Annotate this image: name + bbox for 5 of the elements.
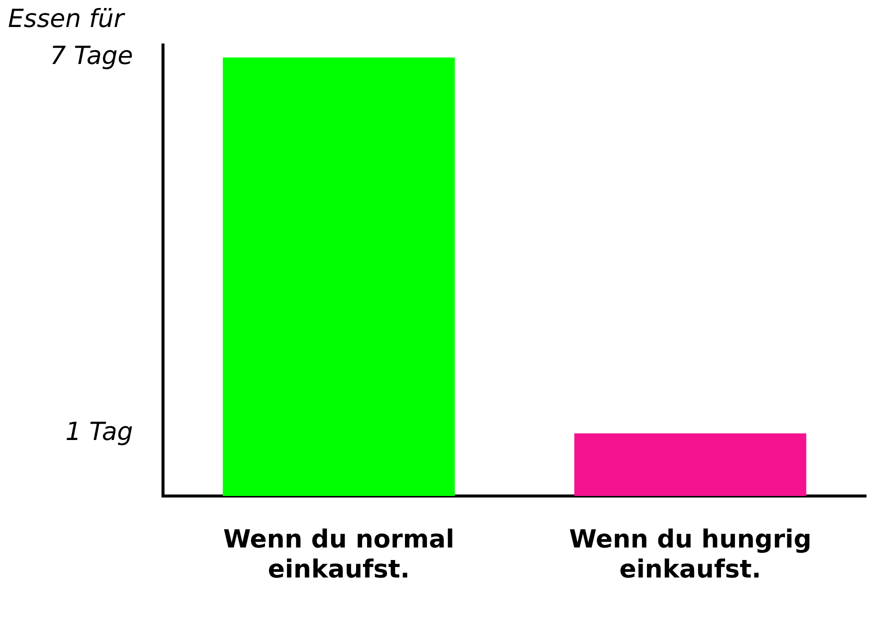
x-tick-label: Wenn du hungrig einkaufst. <box>569 524 812 584</box>
y-axis-title: Essen für <box>8 4 124 33</box>
x-tick-label: Wenn du normal einkaufst. <box>223 524 454 584</box>
y-tick-label: 7 Tage <box>50 41 134 70</box>
y-tick-label: 1 Tag <box>65 416 134 446</box>
